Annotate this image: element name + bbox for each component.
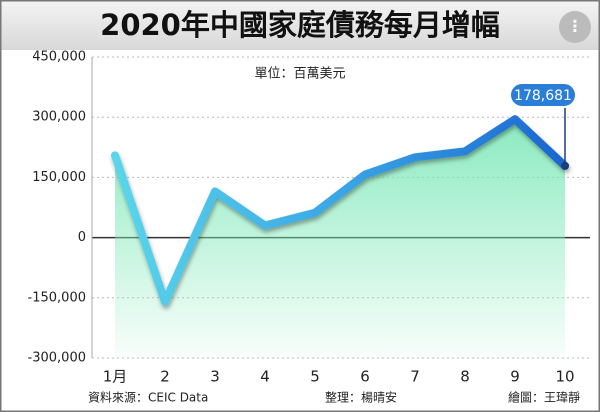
x-tick-label: 9 (510, 368, 520, 386)
y-tick-label: -300,000 (28, 351, 86, 366)
label-bubble (509, 82, 577, 108)
source-note: 資料來源：CEIC Data (88, 391, 208, 405)
y-tick-label: -150,000 (28, 290, 86, 305)
x-tick-label: 6 (360, 368, 370, 386)
illustrator-note: 繪圖：王瑋靜 (508, 390, 580, 405)
x-tick-label: 8 (460, 368, 470, 386)
x-tick-label: 5 (310, 368, 320, 386)
editor-note: 整理：楊晴安 (325, 390, 397, 405)
menu-button[interactable] (559, 11, 591, 43)
chart-subtitle: 單位：百萬美元 (254, 67, 345, 82)
x-tick-label: 4 (260, 368, 270, 386)
x-tick-label: 7 (410, 368, 420, 386)
x-tick-label: 1月 (103, 368, 128, 386)
line (111, 115, 569, 306)
x-tick-label: 2 (160, 368, 170, 386)
area (115, 119, 565, 358)
y-tick-label: 150,000 (32, 170, 86, 185)
x-tick-label: 10 (555, 368, 574, 386)
y-tick-label: 450,000 (32, 50, 86, 65)
x-tick-label: 3 (210, 368, 220, 386)
y-tick-label: 300,000 (32, 110, 86, 125)
menu-icon: ⋮ (567, 17, 583, 36)
y-tick-label: 0 (78, 230, 86, 245)
chart-title: 2020年中國家庭債務每月增幅 (100, 8, 500, 42)
value-label: 178,681 (514, 88, 572, 104)
header (0, 0, 600, 50)
